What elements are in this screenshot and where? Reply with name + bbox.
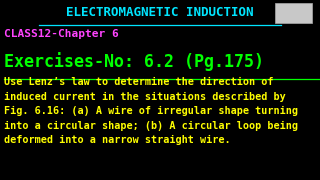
- Text: CLASS12-Chapter 6: CLASS12-Chapter 6: [4, 29, 119, 39]
- FancyBboxPatch shape: [275, 3, 312, 22]
- Text: Exercises-No: 6.2 (Pg.175): Exercises-No: 6.2 (Pg.175): [4, 52, 264, 71]
- Text: ELECTROMAGNETIC INDUCTION: ELECTROMAGNETIC INDUCTION: [66, 6, 254, 19]
- Text: Use Lenz’s law to determine the direction of
induced current in the situations d: Use Lenz’s law to determine the directio…: [4, 77, 298, 145]
